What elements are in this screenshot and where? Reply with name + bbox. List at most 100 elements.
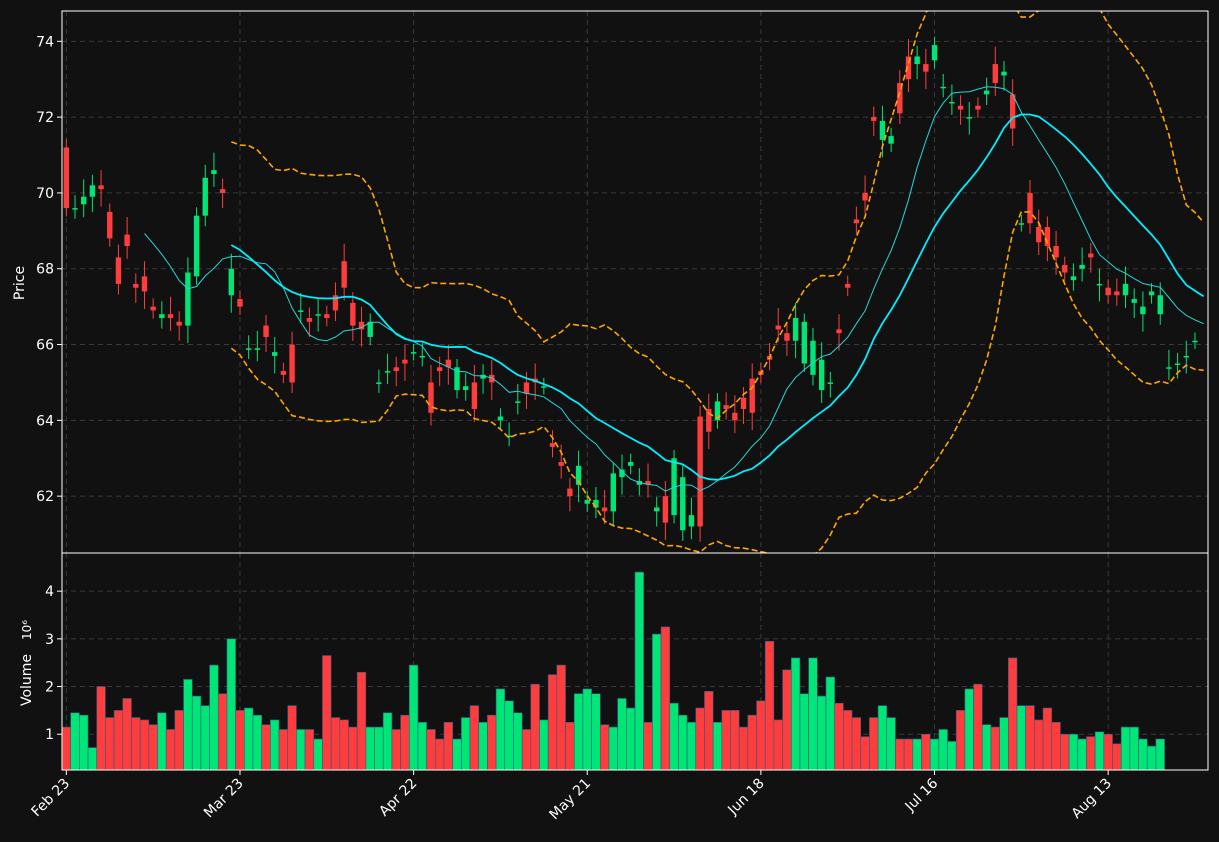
volume-bar	[903, 738, 914, 770]
volume-bar	[191, 695, 202, 770]
candle-body	[358, 321, 365, 330]
volume-bar	[1025, 705, 1035, 770]
candle-body	[662, 496, 669, 523]
volume-bar	[217, 693, 228, 770]
candle-body	[133, 283, 139, 288]
sma-slow-line	[230, 113, 1205, 481]
volume-bar	[521, 729, 532, 770]
volume-bar	[157, 712, 167, 770]
volume-bar	[96, 686, 106, 770]
volume-bar	[131, 717, 141, 770]
candle-body	[1001, 71, 1007, 76]
volume-bar	[721, 710, 731, 770]
candle-body	[1009, 94, 1016, 129]
volume-tick-label: 1	[45, 727, 54, 743]
volume-frame	[61, 552, 1209, 771]
volume-bar	[200, 705, 210, 770]
volume-tick-label: 2	[45, 680, 54, 696]
volume-bar	[843, 710, 853, 770]
candles	[63, 36, 1198, 542]
candle-body	[749, 378, 755, 413]
candle-body	[949, 101, 955, 104]
volume-bar	[87, 747, 98, 770]
volume-bar	[582, 688, 592, 770]
candle-body	[1096, 283, 1103, 286]
candle-body	[515, 401, 521, 403]
volume-bar	[921, 733, 931, 770]
volume-bar	[504, 700, 514, 770]
volume-bar	[1094, 731, 1105, 770]
candle-body	[89, 185, 96, 197]
volume-bar	[1042, 707, 1053, 770]
volume-bar	[782, 669, 792, 770]
candle-body	[905, 56, 912, 80]
volume-bar	[1016, 705, 1026, 770]
volume-bar	[626, 707, 636, 770]
volume-bar	[669, 702, 679, 770]
candle-body	[63, 147, 70, 209]
candle-body	[376, 382, 382, 384]
volume-bars	[62, 571, 1165, 770]
candle-body	[983, 90, 990, 95]
candle-body	[897, 83, 903, 114]
volume-bar	[408, 664, 419, 770]
candle-body	[185, 272, 191, 326]
volume-bar	[981, 724, 992, 770]
candle-body	[115, 257, 122, 284]
volume-scale-label: 10⁶	[20, 620, 34, 640]
candle-body	[818, 359, 825, 391]
volume-bar	[487, 714, 497, 770]
candle-body	[428, 382, 434, 413]
candle-body	[810, 340, 816, 375]
candle-body	[402, 359, 408, 364]
candle-body	[211, 170, 217, 174]
x-tick-label: Apr 22	[376, 776, 420, 820]
volume-bar	[365, 726, 375, 770]
candle-body	[141, 276, 148, 292]
price-tick-label: 74	[36, 34, 54, 50]
x-tick-label: Feb 23	[29, 776, 74, 821]
candle-body	[966, 117, 972, 119]
volume-bar	[912, 738, 922, 770]
volume-bar	[435, 738, 445, 770]
candle-body	[523, 382, 530, 394]
volume-bar	[1155, 738, 1165, 770]
volume-bar	[973, 683, 983, 770]
candle-body	[81, 196, 87, 205]
bollinger-upper-line	[231, 11, 1205, 420]
price-tick-label: 68	[36, 262, 54, 278]
volume-bar	[296, 729, 306, 770]
volume-bar	[660, 626, 671, 770]
volume-bar	[513, 712, 523, 770]
volume-bar	[209, 664, 219, 770]
volume-bar	[686, 722, 697, 770]
volume-axis-title: Volume	[19, 654, 35, 706]
x-tick-label: Mar 23	[201, 776, 247, 822]
candle-body	[775, 325, 781, 330]
volume-bar	[1129, 726, 1139, 770]
candle-body	[1105, 287, 1111, 296]
volume-bar	[1077, 738, 1087, 770]
candle-body	[228, 268, 234, 296]
bollinger-lower-line	[230, 211, 1204, 553]
volume-bar	[591, 693, 601, 770]
volume-bar	[539, 719, 549, 770]
candle-body	[150, 306, 156, 311]
volume-bar	[999, 717, 1009, 770]
candle-body	[332, 295, 339, 311]
price-axis-title: Price	[12, 266, 28, 300]
candle-body	[471, 382, 478, 409]
volume-bar	[478, 722, 488, 770]
volume-bar	[1051, 722, 1061, 770]
candle-body	[124, 234, 130, 246]
candle-body	[315, 314, 321, 316]
candle-body	[1079, 264, 1085, 269]
volume-bar	[652, 633, 662, 770]
volume-bar	[304, 729, 315, 770]
volume-bar	[808, 657, 818, 770]
candle-body	[350, 302, 356, 326]
candle-body	[419, 355, 425, 358]
candle-body	[610, 473, 616, 512]
candle-body	[801, 321, 807, 364]
